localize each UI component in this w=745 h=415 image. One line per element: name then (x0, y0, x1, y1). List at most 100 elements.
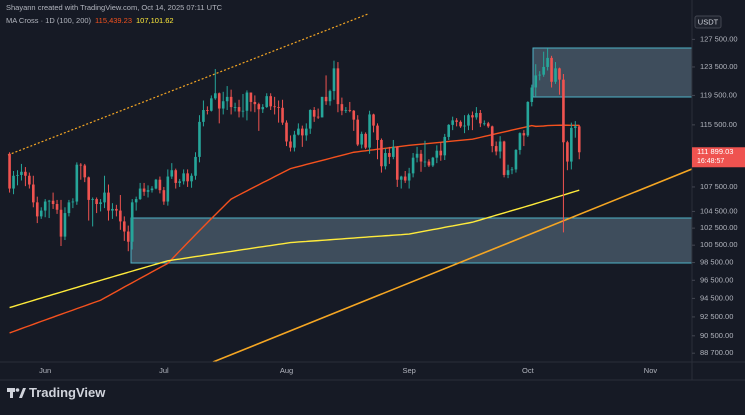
candle-body (467, 115, 470, 126)
candle-body (570, 127, 573, 162)
candle-body (154, 179, 158, 189)
x-tick-label: Nov (644, 366, 658, 375)
candle-body (134, 199, 138, 203)
candle-body (514, 149, 518, 170)
candle-body (328, 91, 332, 102)
candle-body (182, 173, 185, 182)
candle-body (237, 107, 241, 112)
candle-body (150, 188, 154, 191)
candle-body (356, 119, 360, 145)
candle-body (483, 123, 486, 125)
candle-body (403, 176, 407, 181)
candle-body (471, 115, 474, 118)
candle-body (312, 110, 316, 117)
candle-body (103, 192, 106, 203)
candle-body (217, 93, 221, 109)
y-tick-label: 88 700.00 (700, 348, 733, 357)
candle-body (486, 123, 490, 127)
candle-body (119, 210, 122, 222)
y-tick-label: 127 500.00 (700, 34, 738, 43)
candle-body (443, 136, 447, 156)
y-tick-label: 90 500.00 (700, 331, 733, 340)
candle-body (475, 112, 478, 118)
candle-body (249, 92, 253, 102)
candle-body (146, 190, 150, 192)
candle-body (388, 153, 391, 157)
candle-body (178, 181, 181, 183)
candle-body (455, 120, 458, 122)
countdown: 16:48:57 (697, 158, 724, 165)
candle-body (336, 68, 340, 105)
candle-body (233, 107, 237, 108)
candle-body (376, 125, 379, 140)
currency[interactable]: USDT (698, 17, 719, 26)
y-tick-label: 98 500.00 (700, 258, 733, 267)
y-tick-label: 104 500.00 (700, 206, 738, 215)
candle-body (225, 96, 229, 102)
candle-body (95, 199, 98, 204)
candle-body (253, 101, 257, 105)
candle-body (194, 156, 197, 176)
candle-body (435, 150, 439, 158)
y-tick-label: 94 500.00 (700, 293, 733, 302)
candle-body (562, 79, 565, 143)
candle-body (415, 153, 419, 158)
candle-body (352, 110, 356, 120)
candle-body (115, 208, 118, 211)
candle-body (324, 96, 328, 102)
candle-body (566, 142, 569, 162)
y-tick-label: 107 500.00 (700, 182, 738, 191)
candle-body (332, 68, 336, 92)
candle-body (384, 153, 387, 167)
candle-body (158, 179, 162, 191)
candle-body (490, 126, 494, 147)
candle-body (190, 175, 193, 182)
candle-body (340, 104, 344, 111)
y-tick-label: 96 500.00 (700, 275, 733, 284)
x-tick-label: Aug (280, 366, 293, 375)
candle-body (344, 110, 348, 111)
candle-body (372, 114, 375, 126)
candle-body (498, 141, 502, 152)
candle-body (63, 213, 67, 237)
candle-body (577, 126, 581, 153)
candle-body (47, 200, 51, 202)
candle-body (130, 202, 134, 242)
y-tick-label: 119 500.00 (700, 90, 737, 99)
candle-body (213, 93, 217, 99)
candle-body (316, 116, 320, 118)
candle-body (459, 121, 462, 127)
candle-body (538, 74, 541, 76)
candle-body (558, 68, 561, 80)
price-label: 111 899.03 (697, 147, 733, 156)
candle-body (546, 57, 549, 67)
candle-body (24, 171, 27, 176)
candle-body (297, 128, 300, 135)
candle-body (138, 188, 142, 200)
candle-body (285, 122, 288, 142)
candle-body (229, 96, 233, 108)
candle-body (380, 139, 383, 167)
candle-body (257, 104, 261, 110)
candle-body (39, 210, 43, 217)
candle-body (407, 173, 411, 181)
candle-body (16, 174, 19, 176)
candle-body (502, 141, 506, 175)
y-tick-label: 100 500.00 (700, 240, 738, 249)
candle-body (364, 133, 367, 148)
candle-body (241, 110, 245, 112)
candle-body (463, 125, 466, 127)
candle-body (206, 110, 209, 111)
candle-body (245, 92, 249, 111)
logo (7, 388, 26, 398)
candle-body (28, 175, 31, 185)
candle-body (308, 110, 312, 129)
y-tick-label: 102 500.00 (700, 223, 738, 232)
indicator-legend: MA Cross · 1D (100, 200) 115,439.23 107,10… (6, 16, 174, 25)
x-tick-label: Jun (39, 366, 51, 375)
candle-body (142, 188, 146, 192)
candle-body (202, 110, 205, 122)
currency-box[interactable] (694, 15, 722, 29)
candle-body (8, 153, 11, 189)
